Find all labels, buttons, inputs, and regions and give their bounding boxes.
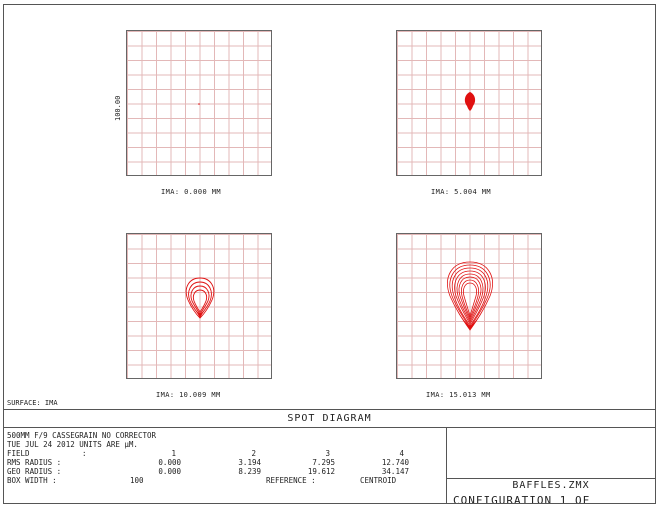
reference-value: CENTROID: [360, 476, 397, 485]
geo-value: 19.612: [307, 467, 335, 476]
field-label: FIELD: [7, 449, 30, 458]
field-number: 3: [325, 449, 330, 458]
diagram-title: SPOT DIAGRAM: [4, 410, 655, 428]
geo-label: GEO RADIUS :: [7, 467, 62, 476]
divider: [447, 478, 655, 479]
field-number: 2: [251, 449, 256, 458]
rms-label: RMS RADIUS :: [7, 458, 62, 467]
spot-box-field-4: [396, 233, 542, 379]
geo-value: 34.147: [381, 467, 409, 476]
spot-field-1: [198, 103, 200, 105]
spot-field-4: [447, 261, 493, 331]
spot-core: [191, 302, 209, 318]
spot-box-field-1: [126, 30, 272, 176]
spot-field-3: [185, 277, 215, 319]
spot-field-2: [464, 92, 476, 111]
spot-point: [198, 103, 200, 105]
lens-info: 500MM F/9 CASSEGRAIN NO CORRECTOR TUE JU…: [4, 428, 447, 503]
rms-value: 12.740: [381, 458, 409, 467]
file-name: BAFFLES.ZMX: [512, 480, 590, 491]
scale-label: 100.00: [114, 95, 122, 121]
rms-value: 0.000: [158, 458, 181, 467]
geo-value: 8.239: [238, 467, 261, 476]
rms-value: 3.194: [238, 458, 261, 467]
field-colon: :: [82, 449, 87, 458]
field-number: 1: [171, 449, 176, 458]
box-width-label: BOX WIDTH :: [7, 476, 57, 485]
info-panel: SPOT DIAGRAM 500MM F/9 CASSEGRAIN NO COR…: [4, 409, 655, 504]
spot-diagram-window: 100.00 IMA: 0.000 MM IMA: 5.004 MM IMA: …: [3, 4, 656, 504]
geo-value: 0.000: [158, 467, 181, 476]
field-number: 4: [399, 449, 404, 458]
field-caption-1: IMA: 0.000 MM: [161, 188, 221, 196]
date-units: TUE JUL 24 2012 UNITS ARE µM.: [7, 440, 138, 449]
configuration-label: CONFIGURATION 1 OF: [453, 494, 591, 504]
surface-label: SURFACE: IMA: [7, 399, 58, 407]
field-caption-3: IMA: 10.009 MM: [156, 391, 221, 399]
lens-description: 500MM F/9 CASSEGRAIN NO CORRECTOR: [7, 431, 157, 440]
reference-label: REFERENCE :: [266, 476, 316, 485]
spot-box-field-3: [126, 233, 272, 379]
spot-rings: [185, 277, 215, 319]
spot-box-field-2: [396, 30, 542, 176]
file-info: BAFFLES.ZMX CONFIGURATION 1 OF: [447, 428, 655, 504]
rms-value: 7.295: [312, 458, 335, 467]
field-caption-2: IMA: 5.004 MM: [431, 188, 491, 196]
box-width-value: 100: [130, 476, 144, 485]
spot-rings: [447, 261, 493, 331]
field-caption-4: IMA: 15.013 MM: [426, 391, 491, 399]
spot-shape: [464, 92, 476, 111]
